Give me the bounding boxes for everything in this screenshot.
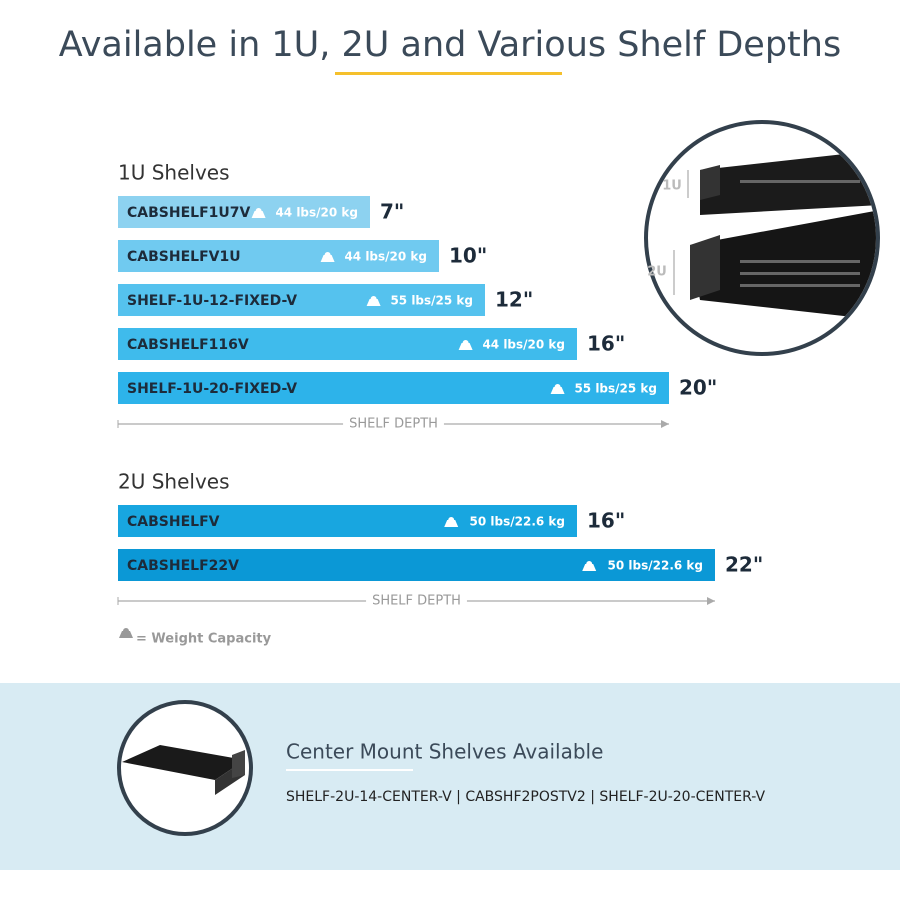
bar (118, 372, 669, 404)
shelf-name: CABSHELFV1U (127, 249, 241, 265)
depth-label: 20" (679, 376, 717, 400)
legend-icon (119, 628, 133, 638)
bar (118, 284, 485, 316)
shelf-name: CABSHELF116V (127, 337, 249, 353)
depth-label: 12" (495, 288, 533, 312)
bar (118, 196, 370, 228)
weight: 44 lbs/20 kg (344, 250, 427, 264)
bar (118, 505, 577, 537)
shelf-image-1 (644, 120, 880, 356)
depth-label: 16" (587, 509, 625, 533)
weight: 50 lbs/22.6 kg (608, 559, 703, 573)
weight: 50 lbs/22.6 kg (470, 515, 565, 529)
weight-icon (458, 340, 473, 350)
depth-label: 16" (587, 332, 625, 356)
shelf-name: CABSHELF1U7V (127, 205, 250, 221)
axis-label: SHELF DEPTH (349, 417, 438, 432)
bar (118, 328, 577, 360)
center-shelf-image (117, 700, 253, 836)
axis-arrow (661, 420, 669, 428)
axis-arrow (707, 597, 715, 605)
shelf-name: SHELF-1U-20-FIXED-V (127, 381, 297, 397)
weight-icon (582, 561, 597, 571)
image-label: 2U (647, 265, 667, 280)
axis-label: SHELF DEPTH (372, 594, 461, 609)
footer-title: Center Mount Shelves Available (286, 740, 603, 764)
axis-label-bg (366, 595, 467, 607)
weight-icon (320, 252, 335, 262)
depth-label: 7" (380, 200, 404, 224)
weight-icon (366, 296, 381, 306)
bar (118, 549, 715, 581)
depth-label: 10" (449, 244, 487, 268)
footer-underline (286, 769, 413, 771)
weight: 44 lbs/20 kg (275, 206, 358, 220)
depth-label: 22" (725, 553, 763, 577)
axis-label-bg (343, 418, 444, 430)
shelf-name: CABSHELFV (127, 514, 220, 530)
shelf-name: SHELF-1U-12-FIXED-V (127, 293, 297, 309)
title: Available in 1U, 2U and Various Shelf De… (59, 25, 841, 65)
weight-icon (251, 208, 266, 218)
weight: 44 lbs/20 kg (482, 338, 565, 352)
footer-models: SHELF-2U-14-CENTER-V | CABSHF2POSTV2 | S… (286, 789, 766, 805)
image-label: 1U (662, 179, 682, 194)
group-title: 2U Shelves (118, 470, 230, 494)
bar (118, 240, 439, 272)
weight-icon (550, 384, 565, 394)
weight-icon (444, 517, 459, 527)
group-title: 1U Shelves (118, 161, 230, 185)
title-underline (335, 72, 562, 75)
weight: 55 lbs/25 kg (574, 382, 657, 396)
shelf-name: CABSHELF22V (127, 558, 239, 574)
weight: 55 lbs/25 kg (390, 294, 473, 308)
legend: = Weight Capacity (136, 632, 272, 647)
